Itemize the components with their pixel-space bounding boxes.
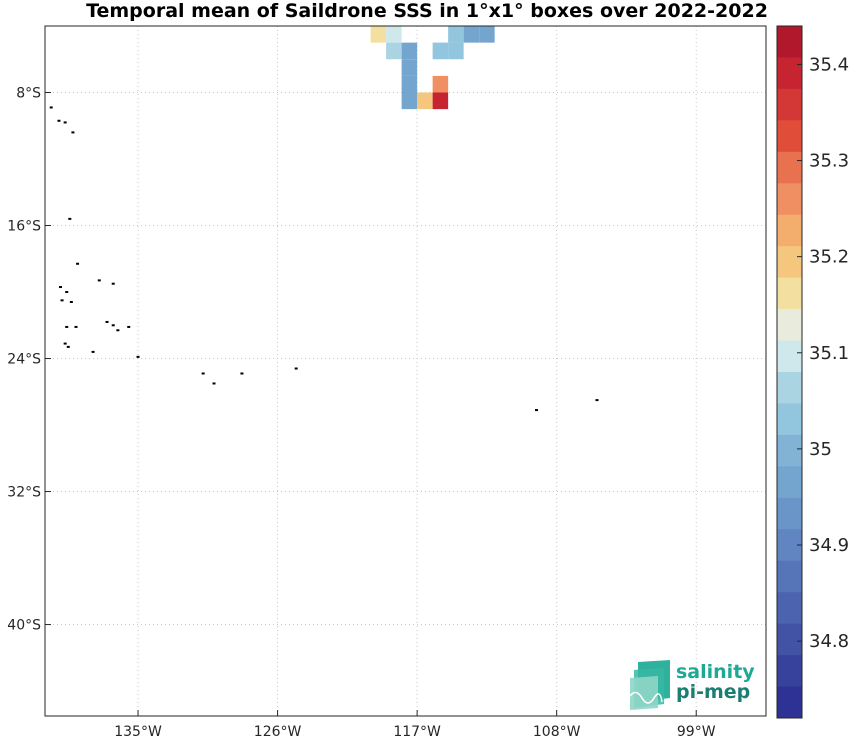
colorbar-frame	[776, 25, 803, 719]
island	[66, 345, 70, 348]
island	[57, 119, 61, 122]
island	[595, 399, 599, 402]
colorbar-tick-label: 35.2	[809, 247, 849, 268]
colorbar-segment	[777, 372, 802, 404]
island	[49, 106, 53, 109]
colorbar-segment	[777, 183, 802, 216]
island	[240, 372, 244, 375]
colorbar-segment	[777, 623, 802, 656]
colorbar-segment	[777, 340, 802, 373]
island	[97, 279, 101, 282]
logo-line-2: pi-mep	[676, 681, 751, 703]
y-tick-label: 24°S	[7, 352, 41, 368]
colorbar-segment	[777, 403, 802, 436]
island	[201, 372, 205, 375]
land-islands	[49, 106, 599, 412]
island	[59, 286, 63, 289]
island	[71, 131, 75, 134]
island	[212, 382, 216, 385]
sss-cell	[432, 75, 449, 93]
sss-cell	[432, 92, 449, 110]
grid-lines	[45, 26, 766, 716]
colorbar-segment	[777, 246, 802, 279]
colorbar-tick-label: 35.4	[809, 54, 849, 75]
colorbar-segment	[777, 151, 802, 184]
sss-cell	[401, 59, 418, 76]
colorbar-segment	[777, 309, 802, 342]
y-tick-label: 8°S	[16, 86, 41, 102]
island	[116, 329, 120, 332]
logo-line-1: salinity	[676, 661, 755, 683]
colorbar-segment	[777, 120, 802, 153]
colorbar-segment	[777, 214, 802, 247]
colorbar-segment	[777, 434, 802, 467]
island	[535, 409, 539, 412]
sss-cells	[370, 26, 495, 110]
colorbar-segment	[777, 466, 802, 499]
island	[68, 217, 72, 220]
plot-frame	[44, 25, 767, 717]
island	[136, 355, 140, 358]
sss-cell	[370, 26, 387, 43]
colorbar-segments	[777, 26, 802, 719]
plot-background	[45, 26, 766, 716]
salinity-pi-mep-logo: salinity pi-mep	[628, 658, 758, 712]
sss-cell	[417, 92, 433, 110]
island	[69, 301, 73, 303]
x-axis-ticks: 135°W 126°W 117°W 108°W 99°W	[114, 710, 716, 740]
x-tick-label: 108°W	[533, 724, 581, 740]
colorbar-segment	[777, 497, 802, 530]
colorbar-segment	[777, 88, 802, 121]
island	[111, 324, 115, 327]
chart-title: Temporal mean of Saildrone SSS in 1°x1° …	[86, 0, 768, 22]
sss-cell	[448, 26, 464, 43]
colorbar-segment	[777, 655, 802, 688]
colorbar-segment	[777, 686, 802, 719]
island	[76, 262, 80, 265]
colorbar-tick-label: 34.9	[809, 535, 849, 556]
sss-cell	[401, 92, 418, 110]
island	[63, 342, 67, 345]
colorbar-segment	[777, 560, 802, 593]
sss-cell	[432, 42, 449, 60]
island	[74, 325, 78, 328]
island	[65, 291, 69, 294]
y-tick-label: 32°S	[7, 485, 41, 501]
colorbar-ticks: 35.4 35.3 35.2 35.1 35 34.9 34.8	[797, 54, 849, 652]
colorbar-segment	[777, 57, 802, 90]
sss-cell	[386, 26, 402, 43]
colorbar-segment	[777, 277, 802, 310]
y-tick-label: 16°S	[7, 219, 41, 235]
logo-wave-icon	[629, 660, 670, 710]
island	[111, 282, 115, 285]
sss-cell	[463, 26, 480, 43]
x-tick-label: 126°W	[254, 724, 302, 740]
island	[60, 299, 64, 302]
y-axis-ticks: 8°S 16°S 24°S 32°S 40°S	[7, 86, 51, 634]
island	[91, 350, 95, 353]
x-tick-label: 135°W	[114, 724, 162, 740]
island	[63, 121, 67, 124]
colorbar-tick-label: 34.8	[809, 631, 849, 652]
sss-cell	[448, 42, 464, 60]
sss-cell	[386, 42, 402, 60]
x-tick-label: 117°W	[393, 724, 441, 740]
x-tick-label: 99°W	[677, 724, 716, 740]
island	[127, 325, 131, 328]
y-tick-label: 40°S	[7, 618, 41, 634]
sss-cell	[401, 75, 418, 93]
island	[105, 320, 109, 323]
sss-cell	[479, 26, 495, 43]
island	[65, 325, 69, 328]
colorbar-segment	[777, 26, 802, 58]
colorbar-tick-label: 35.3	[809, 151, 849, 172]
colorbar-segment	[777, 592, 802, 625]
island	[294, 367, 298, 370]
colorbar-tick-label: 35	[809, 439, 832, 460]
sss-cell	[401, 42, 418, 60]
colorbar-tick-label: 35.1	[809, 343, 849, 364]
